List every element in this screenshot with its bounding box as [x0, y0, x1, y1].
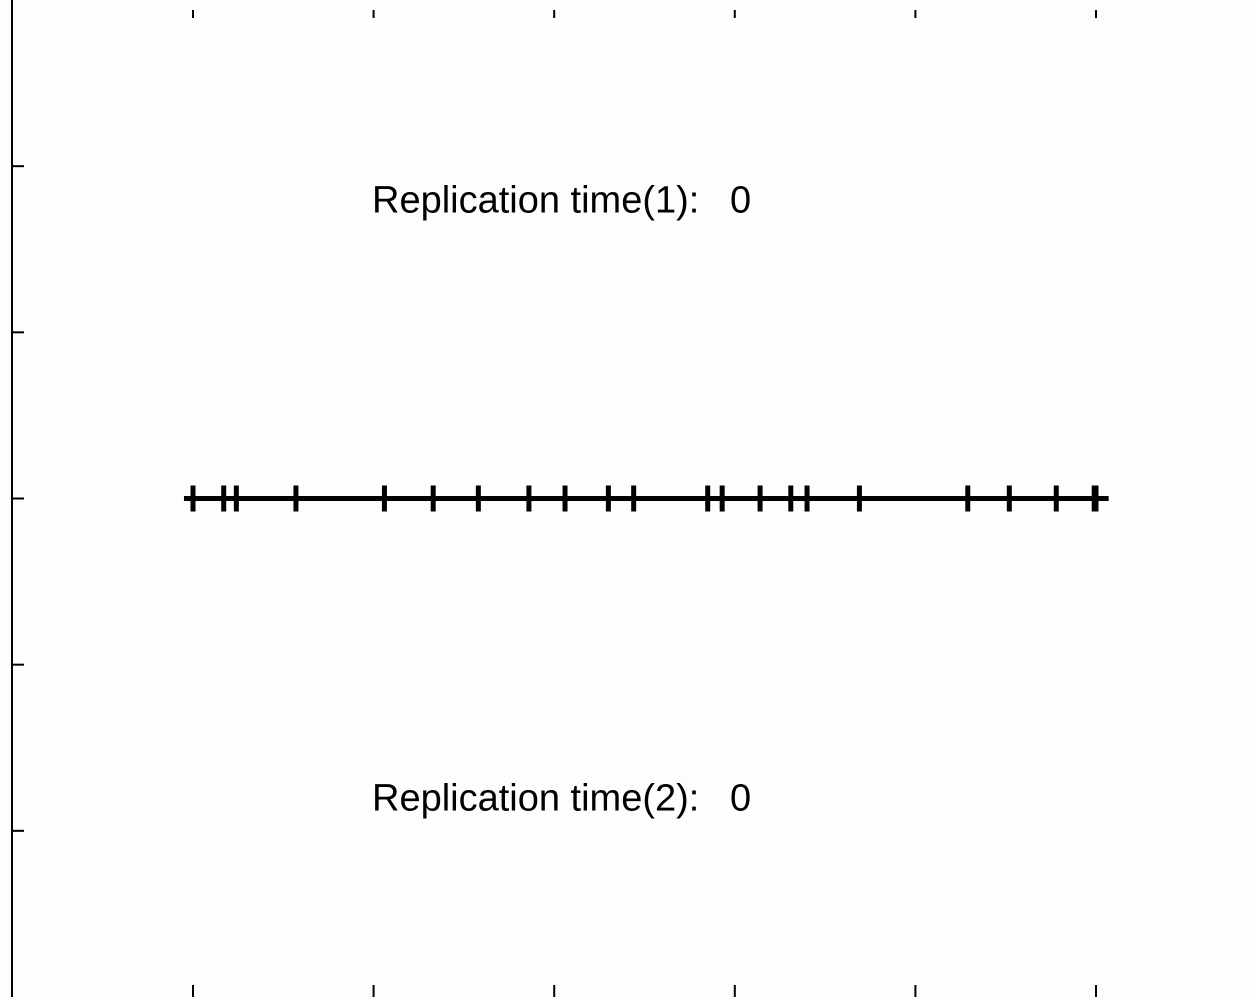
replication-time-2-value: 0	[730, 778, 751, 820]
replication-time-1-label: Replication time(1):	[372, 179, 699, 221]
data-marks	[190, 485, 1099, 512]
annotation-replication-2: Replication time(2): 0	[372, 778, 751, 820]
annotation-replication-1: Replication time(1): 0	[372, 179, 751, 221]
x-axis-ticks	[192, 10, 1097, 997]
y-axis-ticks	[12, 165, 24, 832]
replication-time-2-label: Replication time(2):	[372, 778, 699, 820]
replication-time-1-value: 0	[730, 179, 751, 221]
